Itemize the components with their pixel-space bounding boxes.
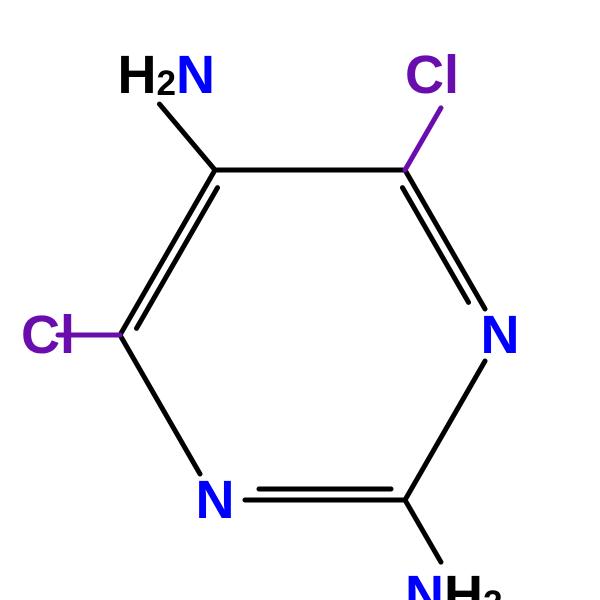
- substituent-label: NH2: [405, 565, 503, 600]
- substituent-label: Cl: [21, 305, 75, 365]
- ring-nitrogen: N: [196, 470, 235, 530]
- ring-nitrogen: N: [481, 305, 520, 365]
- substituent-label: Cl: [405, 45, 459, 105]
- substituent-label: H2N: [117, 45, 215, 105]
- chemical-structure-diagram: N N Cl H2N Cl NH2: [0, 0, 600, 600]
